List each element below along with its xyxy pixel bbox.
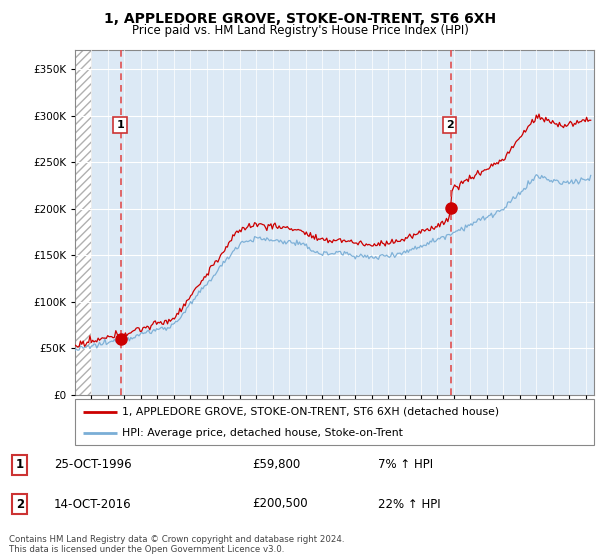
Text: £200,500: £200,500 xyxy=(252,497,308,511)
Text: 7% ↑ HPI: 7% ↑ HPI xyxy=(378,458,433,472)
Text: 22% ↑ HPI: 22% ↑ HPI xyxy=(378,497,440,511)
Text: Price paid vs. HM Land Registry's House Price Index (HPI): Price paid vs. HM Land Registry's House … xyxy=(131,24,469,36)
Text: 2: 2 xyxy=(16,497,24,511)
Text: 2: 2 xyxy=(446,120,454,130)
Text: 1: 1 xyxy=(16,458,24,472)
Text: Contains HM Land Registry data © Crown copyright and database right 2024.
This d: Contains HM Land Registry data © Crown c… xyxy=(9,535,344,554)
Text: 14-OCT-2016: 14-OCT-2016 xyxy=(54,497,131,511)
Text: HPI: Average price, detached house, Stoke-on-Trent: HPI: Average price, detached house, Stok… xyxy=(122,428,403,438)
Text: 25-OCT-1996: 25-OCT-1996 xyxy=(54,458,131,472)
Text: 1, APPLEDORE GROVE, STOKE-ON-TRENT, ST6 6XH: 1, APPLEDORE GROVE, STOKE-ON-TRENT, ST6 … xyxy=(104,12,496,26)
FancyBboxPatch shape xyxy=(75,399,594,445)
Text: 1: 1 xyxy=(116,120,124,130)
Text: £59,800: £59,800 xyxy=(252,458,300,472)
Bar xyxy=(75,50,91,395)
Text: 1, APPLEDORE GROVE, STOKE-ON-TRENT, ST6 6XH (detached house): 1, APPLEDORE GROVE, STOKE-ON-TRENT, ST6 … xyxy=(122,407,499,417)
